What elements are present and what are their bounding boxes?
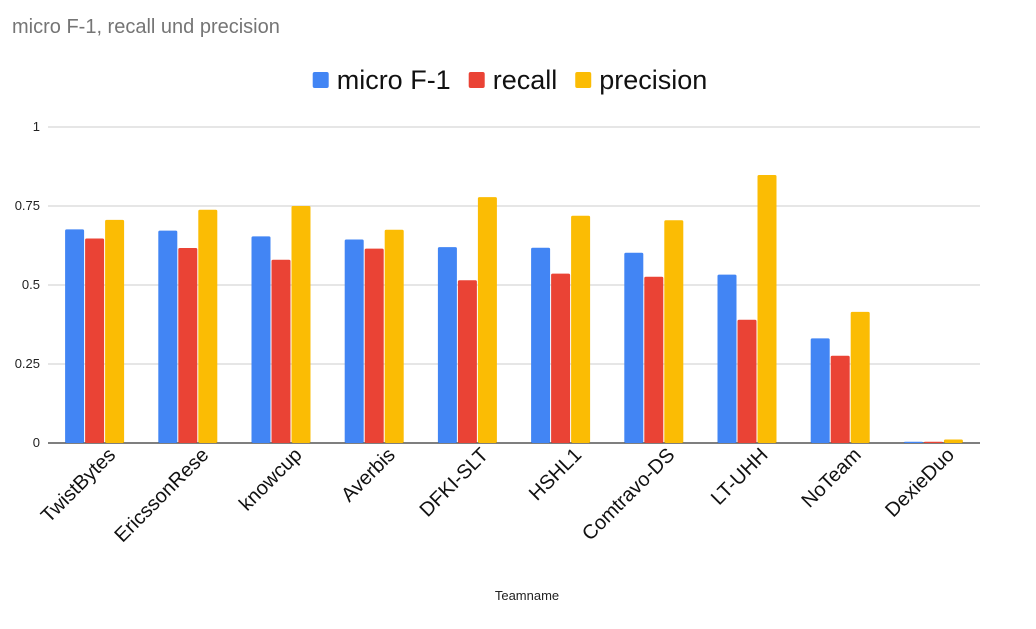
bar [757, 175, 777, 444]
bar [158, 230, 178, 443]
x-category-label: Averbis [337, 444, 399, 506]
legend-swatch [312, 72, 329, 88]
bar [198, 209, 218, 443]
bar [830, 355, 850, 443]
legend-label: recall [493, 65, 558, 95]
x-category-label: Comtravo-DS [578, 444, 679, 545]
bar [85, 238, 105, 443]
bar [850, 311, 870, 443]
y-tick-label: 0 [33, 435, 40, 450]
legend-swatch [468, 72, 485, 88]
bar [571, 215, 591, 443]
y-tick-label: 0.75 [15, 198, 40, 213]
bar [644, 276, 664, 443]
bar [384, 229, 404, 443]
y-tick-label: 1 [33, 119, 40, 134]
x-category-label: TwistBytes [37, 444, 120, 527]
bar [65, 229, 85, 443]
bar [271, 259, 291, 443]
bar [251, 236, 271, 443]
bar [178, 248, 198, 443]
x-axis-title: Teamname [495, 588, 559, 603]
bar [664, 220, 684, 443]
x-category-label: NoTeam [798, 444, 866, 512]
bar [364, 248, 384, 443]
bar [903, 441, 923, 443]
bar [105, 219, 125, 443]
x-category-label: LT-UHH [707, 444, 773, 510]
y-tick-label: 0.25 [15, 356, 40, 371]
x-category-label: DFKI-SLT [416, 444, 493, 521]
bar [531, 247, 551, 443]
legend-swatch [575, 72, 592, 88]
bar [923, 441, 943, 443]
bar [624, 252, 644, 443]
bar [437, 247, 457, 443]
legend: micro F-1 recall precision [312, 65, 707, 95]
bars [65, 175, 963, 444]
bar [943, 439, 963, 443]
legend-label: micro F-1 [337, 65, 451, 95]
bar [737, 319, 757, 443]
x-category-label: EricssonRese [111, 444, 214, 547]
x-category-label: DexieDuo [881, 444, 959, 522]
bar [717, 274, 737, 443]
chart-title: micro F-1, recall und precision [12, 16, 280, 38]
x-category-label: HSHL1 [525, 444, 586, 505]
x-category-label: knowcup [235, 444, 306, 515]
legend-label: precision [599, 65, 707, 95]
bar [344, 239, 364, 443]
bar [477, 197, 497, 443]
y-tick-labels: 0 0.25 0.5 0.75 1 [15, 119, 40, 450]
bar [291, 206, 311, 443]
bar [551, 273, 571, 443]
bar [457, 280, 477, 443]
bar [810, 338, 830, 443]
y-tick-label: 0.5 [22, 277, 40, 292]
